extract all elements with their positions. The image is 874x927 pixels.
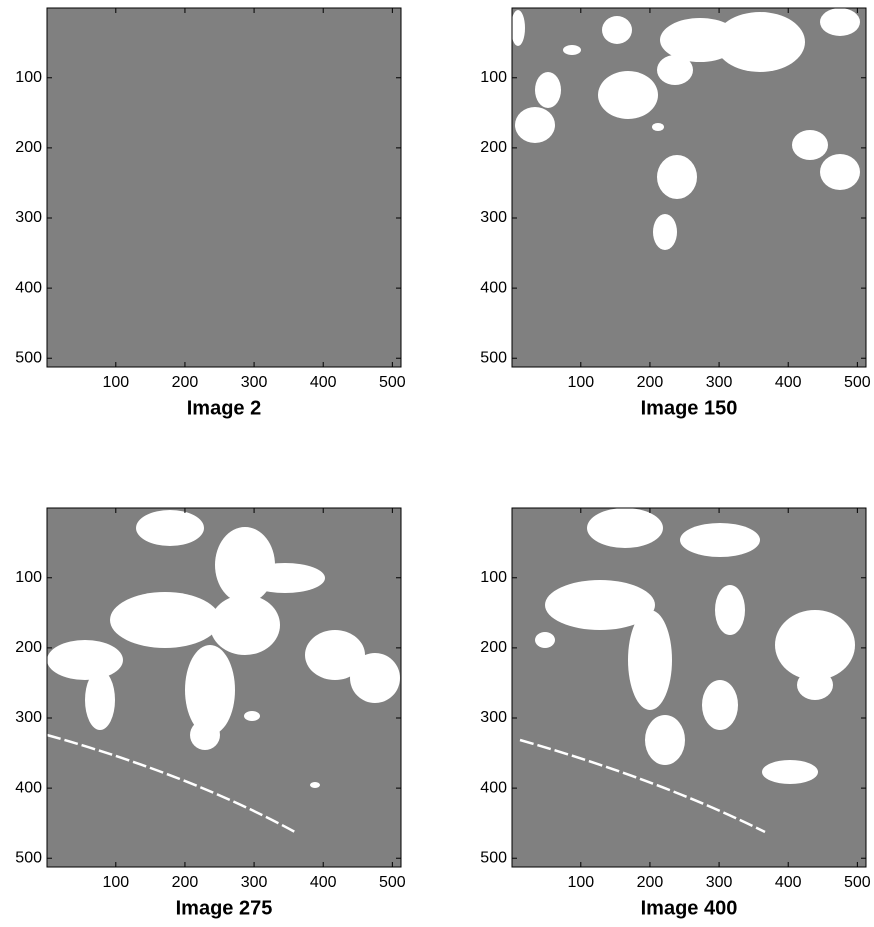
y-tick-label: 300 — [15, 709, 42, 726]
y-tick-label: 500 — [15, 849, 42, 866]
x-tick-label: 400 — [310, 374, 337, 391]
x-axis-label: Image 400 — [641, 897, 738, 919]
x-tick-label: 300 — [706, 874, 733, 891]
x-tick-label: 500 — [844, 374, 871, 391]
x-tick-label: 500 — [844, 874, 871, 891]
y-tick-label: 200 — [480, 139, 507, 156]
x-tick-label: 100 — [567, 874, 594, 891]
x-tick-label: 100 — [102, 874, 129, 891]
x-tick-label: 300 — [241, 374, 268, 391]
mask-blobs-150 — [511, 8, 860, 250]
y-tick-label: 400 — [15, 779, 42, 796]
image-backgrounds — [47, 8, 866, 867]
x-tick-label: 100 — [102, 374, 129, 391]
mask-blobs-400 — [519, 508, 855, 834]
y-tick-label: 200 — [15, 139, 42, 156]
y-tick-label: 200 — [480, 639, 507, 656]
x-tick-label: 400 — [775, 874, 802, 891]
y-tick-label: 300 — [480, 209, 507, 226]
y-tick-label: 500 — [15, 349, 42, 366]
x-tick-label: 200 — [637, 874, 664, 891]
y-tick-label: 200 — [15, 639, 42, 656]
x-tick-label: 400 — [310, 874, 337, 891]
x-tick-label: 500 — [379, 374, 406, 391]
x-tick-label: 500 — [379, 874, 406, 891]
y-tick-label: 100 — [15, 69, 42, 86]
y-tick-label: 400 — [480, 279, 507, 296]
y-tick-label: 500 — [480, 349, 507, 366]
y-tick-label: 300 — [480, 709, 507, 726]
axes-box — [511, 507, 867, 868]
y-tick-label: 400 — [15, 279, 42, 296]
mask-blobs-275 — [46, 510, 400, 834]
y-tick-label: 500 — [480, 849, 507, 866]
x-tick-label: 200 — [172, 374, 199, 391]
image-area — [47, 8, 401, 367]
axes-box — [511, 7, 867, 368]
x-axis-label: Image 275 — [176, 897, 273, 919]
x-tick-label: 200 — [172, 874, 199, 891]
x-tick-label: 100 — [567, 374, 594, 391]
axes-box — [46, 507, 402, 868]
x-tick-label: 400 — [775, 374, 802, 391]
y-tick-label: 400 — [480, 779, 507, 796]
y-tick-label: 100 — [15, 569, 42, 586]
axes: 100 200 300 400 500 100 200 300 400 500 Image 2 100… — [15, 7, 871, 919]
x-axis-label: Image 2 — [187, 397, 261, 419]
x-tick-label: 200 — [637, 374, 664, 391]
y-tick-label: 100 — [480, 69, 507, 86]
y-tick-label: 100 — [480, 569, 507, 586]
x-tick-label: 300 — [706, 374, 733, 391]
x-tick-label: 300 — [241, 874, 268, 891]
y-tick-label: 300 — [15, 209, 42, 226]
axes-box — [46, 7, 402, 368]
x-axis-label: Image 150 — [641, 397, 738, 419]
